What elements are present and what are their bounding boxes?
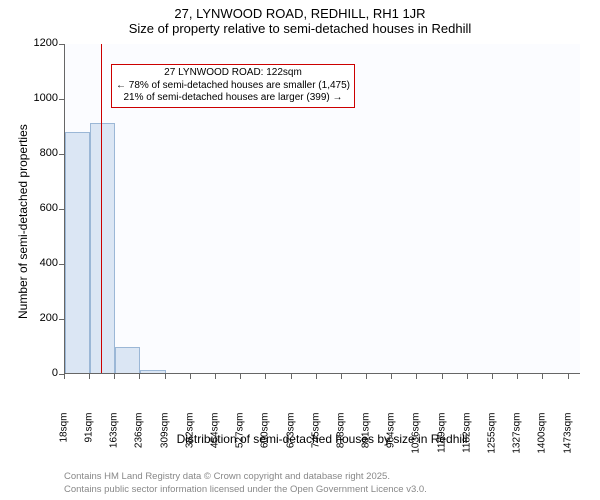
- x-tick-label: 236sqm: [134, 413, 145, 473]
- x-tick-mark: [442, 374, 443, 379]
- callout-line-2: ← 78% of semi-detached houses are smalle…: [116, 80, 350, 93]
- histogram-bar: [90, 123, 115, 373]
- x-tick-mark: [165, 374, 166, 379]
- x-tick-mark: [517, 374, 518, 379]
- x-tick-mark: [467, 374, 468, 379]
- x-tick-label: 91sqm: [84, 413, 95, 473]
- y-tick-mark: [59, 99, 64, 100]
- x-tick-label: 1036sqm: [411, 413, 422, 473]
- x-tick-label: 600sqm: [260, 413, 271, 473]
- y-tick-label: 800: [18, 147, 58, 159]
- y-tick-label: 400: [18, 257, 58, 269]
- y-tick-mark: [59, 319, 64, 320]
- attribution-footer: Contains HM Land Registry data © Crown c…: [64, 471, 427, 496]
- histogram-bar: [140, 370, 165, 373]
- x-tick-label: 818sqm: [335, 413, 346, 473]
- x-tick-mark: [215, 374, 216, 379]
- x-tick-mark: [366, 374, 367, 379]
- callout-line-1: 27 LYNWOOD ROAD: 122sqm: [116, 67, 350, 80]
- x-tick-mark: [89, 374, 90, 379]
- x-tick-label: 1400sqm: [537, 413, 548, 473]
- footer-line-1: Contains HM Land Registry data © Crown c…: [64, 471, 427, 483]
- x-tick-mark: [542, 374, 543, 379]
- x-tick-mark: [114, 374, 115, 379]
- x-tick-label: 1327sqm: [512, 413, 523, 473]
- x-tick-label: 673sqm: [285, 413, 296, 473]
- x-tick-label: 382sqm: [184, 413, 195, 473]
- chart-title-1: 27, LYNWOOD ROAD, REDHILL, RH1 1JR: [0, 6, 600, 21]
- y-tick-mark: [59, 264, 64, 265]
- x-tick-mark: [291, 374, 292, 379]
- x-tick-label: 964sqm: [386, 413, 397, 473]
- x-tick-label: 891sqm: [361, 413, 372, 473]
- histogram-plot: 27 LYNWOOD ROAD: 122sqm← 78% of semi-det…: [64, 44, 580, 374]
- x-tick-mark: [265, 374, 266, 379]
- x-tick-mark: [492, 374, 493, 379]
- x-tick-label: 1182sqm: [461, 413, 472, 473]
- y-tick-label: 1200: [18, 37, 58, 49]
- property-callout: 27 LYNWOOD ROAD: 122sqm← 78% of semi-det…: [111, 64, 355, 108]
- histogram-bar: [115, 347, 140, 373]
- x-tick-label: 1473sqm: [562, 413, 573, 473]
- property-marker-line: [101, 44, 102, 373]
- y-tick-mark: [59, 209, 64, 210]
- y-tick-label: 200: [18, 312, 58, 324]
- x-tick-label: 527sqm: [235, 413, 246, 473]
- chart-title-block: 27, LYNWOOD ROAD, REDHILL, RH1 1JR Size …: [0, 0, 600, 36]
- y-tick-mark: [59, 44, 64, 45]
- x-tick-mark: [190, 374, 191, 379]
- x-tick-mark: [316, 374, 317, 379]
- y-tick-mark: [59, 154, 64, 155]
- x-tick-label: 309sqm: [159, 413, 170, 473]
- x-tick-mark: [568, 374, 569, 379]
- y-tick-label: 1000: [18, 92, 58, 104]
- x-tick-mark: [64, 374, 65, 379]
- chart-title-2: Size of property relative to semi-detach…: [0, 21, 600, 36]
- histogram-bar: [65, 132, 90, 373]
- x-tick-mark: [240, 374, 241, 379]
- x-tick-label: 454sqm: [209, 413, 220, 473]
- x-tick-mark: [391, 374, 392, 379]
- x-tick-mark: [139, 374, 140, 379]
- callout-line-3: 21% of semi-detached houses are larger (…: [116, 92, 350, 105]
- x-tick-mark: [416, 374, 417, 379]
- x-tick-label: 745sqm: [310, 413, 321, 473]
- footer-line-2: Contains public sector information licen…: [64, 484, 427, 496]
- x-tick-label: 1255sqm: [487, 413, 498, 473]
- x-tick-label: 18sqm: [59, 413, 70, 473]
- x-tick-label: 163sqm: [109, 413, 120, 473]
- y-tick-label: 0: [18, 367, 58, 379]
- y-tick-label: 600: [18, 202, 58, 214]
- x-tick-label: 1109sqm: [436, 413, 447, 473]
- x-tick-mark: [341, 374, 342, 379]
